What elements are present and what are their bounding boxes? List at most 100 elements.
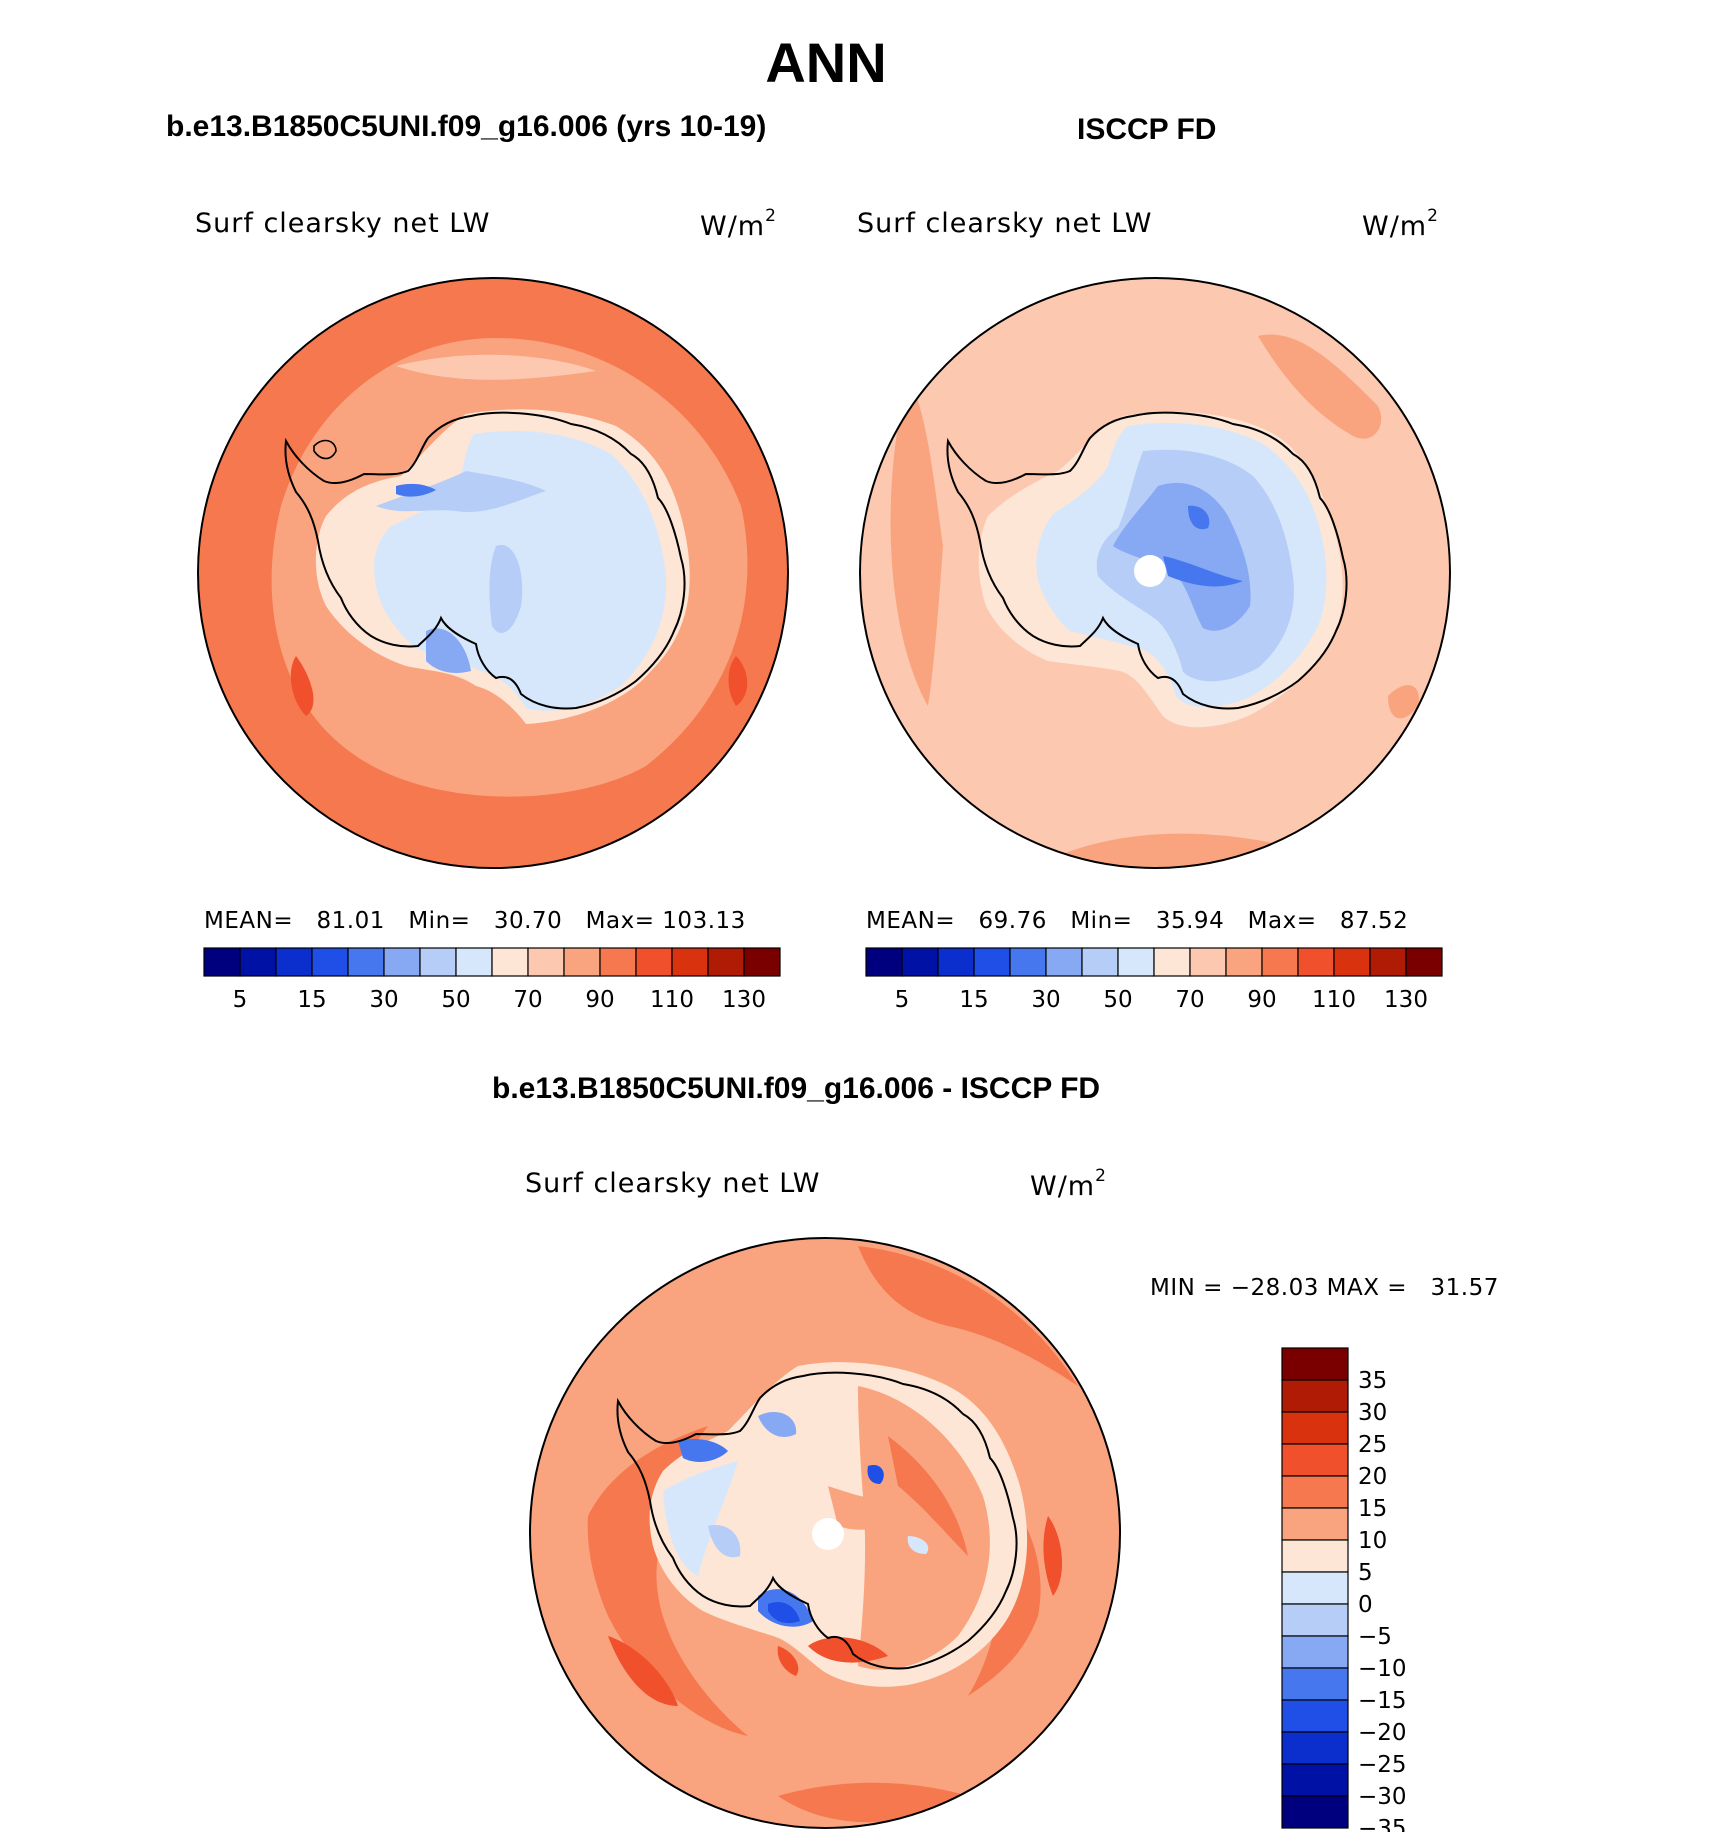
diff-colorbar-tick-label: −25 bbox=[1358, 1752, 1407, 1778]
panel-right-colorbar-tick-label: 30 bbox=[1031, 987, 1060, 1013]
panel-left-colorbar-swatch bbox=[311, 947, 349, 977]
panel-right-colorbar-swatch bbox=[1261, 947, 1299, 977]
panel-right-colorbar-tick-label: 110 bbox=[1312, 987, 1356, 1013]
diff-colorbar-tick-label: −20 bbox=[1358, 1720, 1407, 1746]
diff-colorbar-swatch bbox=[1281, 1347, 1349, 1381]
panel-left-colorbar-swatch bbox=[455, 947, 493, 977]
panel-left-variable-label: Surf clearsky net LW bbox=[195, 208, 491, 239]
panel-left-colorbar-tick-label: 110 bbox=[650, 987, 694, 1013]
panel-left-colorbar: 5 15 30 50 70 90 110 130 bbox=[203, 947, 781, 1013]
panel-right-colorbar-tick-label: 15 bbox=[959, 987, 988, 1013]
panel-right-colorbar-tick-label: 50 bbox=[1103, 987, 1132, 1013]
antarctica-coastline bbox=[946, 411, 1348, 710]
diff-colorbar-tick-label: −5 bbox=[1358, 1624, 1392, 1650]
map-boundary-circle bbox=[197, 277, 789, 869]
panel-left-colorbar-tick-label: 90 bbox=[585, 987, 614, 1013]
panel-right-colorbar-swatch bbox=[1405, 947, 1443, 977]
diff-colorbar-tick-label: 25 bbox=[1358, 1432, 1387, 1458]
panel-left-colorbar-swatch bbox=[671, 947, 709, 977]
antarctica-coastline bbox=[284, 411, 686, 710]
panel-right-colorbar-swatch bbox=[901, 947, 939, 977]
panel-right-colorbar-swatch bbox=[1189, 947, 1227, 977]
panel-right-colorbar: 5 15 30 50 70 90 110 130 bbox=[865, 947, 1443, 1013]
panel-left-units: W/m2 bbox=[700, 206, 777, 242]
panel-right-colorbar-swatch bbox=[973, 947, 1011, 977]
panel-right-colorbar-swatch bbox=[1117, 947, 1155, 977]
panel-left-colorbar-swatch bbox=[275, 947, 313, 977]
diff-colorbar-swatch bbox=[1281, 1539, 1349, 1573]
panel-left-colorbar-tick-label: 70 bbox=[513, 987, 542, 1013]
panel-right-colorbar-swatch bbox=[1333, 947, 1371, 977]
panel-left-colorbar-tick-label: 5 bbox=[233, 987, 248, 1013]
diff-colorbar-swatch bbox=[1281, 1507, 1349, 1541]
diff-colorbar: 35 30 25 20 15 10 5 0 −5 −10 −15 −20 −25 −30 −35 bbox=[1281, 1347, 1407, 1832]
diff-colorbar-tick-label: 35 bbox=[1358, 1368, 1387, 1394]
diff-colorbar-swatch bbox=[1281, 1475, 1349, 1509]
diff-colorbar-swatch bbox=[1281, 1443, 1349, 1477]
panel-right-colorbar-swatch bbox=[1045, 947, 1083, 977]
panel-right-colorbar-swatch bbox=[1009, 947, 1047, 977]
panel-left-colorbar-swatch bbox=[635, 947, 673, 977]
panel-left-colorbar-swatch bbox=[203, 947, 241, 977]
diff-colorbar-tick-label: −35 bbox=[1358, 1816, 1407, 1832]
panel-left-colorbar-swatch bbox=[491, 947, 529, 977]
panel-left-colorbar-tick-label: 30 bbox=[369, 987, 398, 1013]
panel-right-colorbar-tick-label: 90 bbox=[1247, 987, 1276, 1013]
diff-colorbar-swatch bbox=[1281, 1731, 1349, 1765]
diff-colorbar-swatch bbox=[1281, 1795, 1349, 1829]
panel-right-units: W/m2 bbox=[1362, 206, 1439, 242]
diff-units: W/m2 bbox=[1030, 1166, 1107, 1202]
panel-right-case-title: ISCCP FD bbox=[1077, 113, 1217, 146]
panel-right-variable-label: Surf clearsky net LW bbox=[857, 208, 1153, 239]
diff-colorbar-swatch bbox=[1281, 1379, 1349, 1413]
panel-right-colorbar-tick-label: 130 bbox=[1384, 987, 1428, 1013]
panel-left-colorbar-swatch bbox=[707, 947, 745, 977]
diff-panel-title: b.e13.B1850C5UNI.f09_g16.006 - ISCCP FD bbox=[492, 1072, 1101, 1105]
diff-colorbar-tick-label: 15 bbox=[1358, 1496, 1387, 1522]
panel-left-colorbar-swatch bbox=[347, 947, 385, 977]
map-boundary-circle bbox=[859, 277, 1451, 869]
diff-variable-label: Surf clearsky net LW bbox=[525, 1168, 821, 1199]
panel-right-colorbar-tick-label: 5 bbox=[895, 987, 910, 1013]
diff-colorbar-tick-label: 30 bbox=[1358, 1400, 1387, 1426]
panel-left-colorbar-swatch bbox=[527, 947, 565, 977]
panel-left-colorbar-swatch bbox=[599, 947, 637, 977]
map-boundary-circle bbox=[529, 1237, 1121, 1829]
diff-colorbar-tick-label: −10 bbox=[1358, 1656, 1407, 1682]
panel-right-colorbar-swatch bbox=[1153, 947, 1191, 977]
panel-right-colorbar-swatch bbox=[865, 947, 903, 977]
panel-right-colorbar-tick-label: 70 bbox=[1175, 987, 1204, 1013]
diff-colorbar-swatch bbox=[1281, 1699, 1349, 1733]
panel-left-case-title: b.e13.B1850C5UNI.f09_g16.006 (yrs 10-19) bbox=[166, 110, 767, 143]
panel-right-polar-map bbox=[859, 277, 1451, 869]
diff-colorbar-tick-label: −15 bbox=[1358, 1688, 1407, 1714]
diff-colorbar-swatch bbox=[1281, 1635, 1349, 1669]
diff-colorbar-swatch bbox=[1281, 1763, 1349, 1797]
panel-left-polar-map bbox=[197, 277, 789, 869]
panel-right-stats: MEAN= 69.76 Min= 35.94 Max= 87.52 bbox=[866, 908, 1409, 934]
panel-left-colorbar-swatch bbox=[743, 947, 781, 977]
diff-colorbar-swatch bbox=[1281, 1603, 1349, 1637]
panel-left-colorbar-tick-label: 15 bbox=[297, 987, 326, 1013]
panel-left-colorbar-swatch bbox=[419, 947, 457, 977]
panel-right-colorbar-swatch bbox=[1297, 947, 1335, 977]
diff-colorbar-tick-label: 10 bbox=[1358, 1528, 1387, 1554]
diff-colorbar-tick-label: 20 bbox=[1358, 1464, 1387, 1490]
diff-colorbar-swatch bbox=[1281, 1667, 1349, 1701]
pole-hole bbox=[1134, 555, 1166, 587]
diff-minmax: MIN = −28.03 MAX = 31.57 bbox=[1150, 1275, 1499, 1301]
diff-colorbar-swatch bbox=[1281, 1571, 1349, 1605]
panel-right-colorbar-swatch bbox=[1081, 947, 1119, 977]
panel-right-colorbar-swatch bbox=[937, 947, 975, 977]
diff-colorbar-swatch bbox=[1281, 1411, 1349, 1445]
panel-left-colorbar-swatch bbox=[383, 947, 421, 977]
panel-right-colorbar-swatch bbox=[1369, 947, 1407, 977]
antarctica-coastline bbox=[616, 1371, 1018, 1670]
figure-title: ANN bbox=[765, 31, 887, 94]
diff-colorbar-tick-label: 5 bbox=[1358, 1560, 1373, 1586]
diff-colorbar-tick-label: 0 bbox=[1358, 1592, 1373, 1618]
panel-left-colorbar-tick-label: 130 bbox=[722, 987, 766, 1013]
panel-left-colorbar-tick-label: 50 bbox=[441, 987, 470, 1013]
diff-polar-map bbox=[529, 1237, 1121, 1829]
panel-left-colorbar-swatch bbox=[563, 947, 601, 977]
